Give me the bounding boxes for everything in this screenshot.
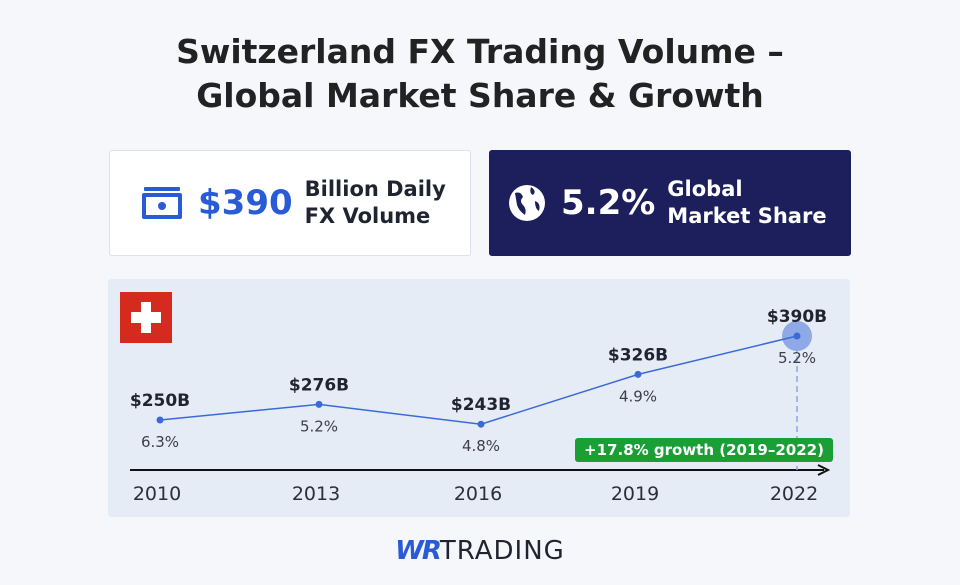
data-point xyxy=(793,332,801,340)
axis-arrow-icon xyxy=(817,464,831,476)
share-label: 5.2% xyxy=(300,417,338,435)
x-tick-label: 2019 xyxy=(611,483,659,505)
value-label: $250B xyxy=(130,391,190,411)
x-tick-label: 2016 xyxy=(454,483,502,505)
growth-annotation: +17.8% growth (2019–2022) xyxy=(575,438,833,462)
data-point xyxy=(477,420,485,428)
globe-icon xyxy=(509,185,545,221)
share-label: Global Market Share xyxy=(667,177,827,228)
value-label: $390B xyxy=(767,307,827,327)
x-tick-label: 2010 xyxy=(133,483,181,505)
svg-text:+17.8% growth (2019–2022): +17.8% growth (2019–2022) xyxy=(584,441,824,459)
chart-panel xyxy=(108,279,850,517)
data-point xyxy=(156,416,164,424)
share-label: 5.2% xyxy=(778,349,816,367)
share-value: 5.2% xyxy=(561,183,656,223)
x-tick-label: 2022 xyxy=(770,483,818,505)
money-icon xyxy=(142,187,182,219)
share-label: 4.9% xyxy=(619,387,657,405)
volume-value: $390 xyxy=(198,183,293,223)
value-label: $326B xyxy=(608,345,668,365)
wr-trading-logo: WRTRADING xyxy=(395,536,565,566)
swiss-flag xyxy=(120,292,172,343)
value-label: $276B xyxy=(289,375,349,395)
volume-label: Billion Daily FX Volume xyxy=(304,177,446,228)
data-point xyxy=(634,370,642,378)
page-title: Switzerland FX Trading Volume – Global M… xyxy=(176,32,784,115)
share-label: 4.8% xyxy=(462,437,500,455)
share-card: 5.2% Global Market Share xyxy=(489,150,851,256)
data-point xyxy=(315,400,323,408)
volume-card: $390 Billion Daily FX Volume xyxy=(109,150,471,256)
value-label: $243B xyxy=(451,395,511,415)
x-tick-label: 2013 xyxy=(292,483,340,505)
share-label: 6.3% xyxy=(141,433,179,451)
